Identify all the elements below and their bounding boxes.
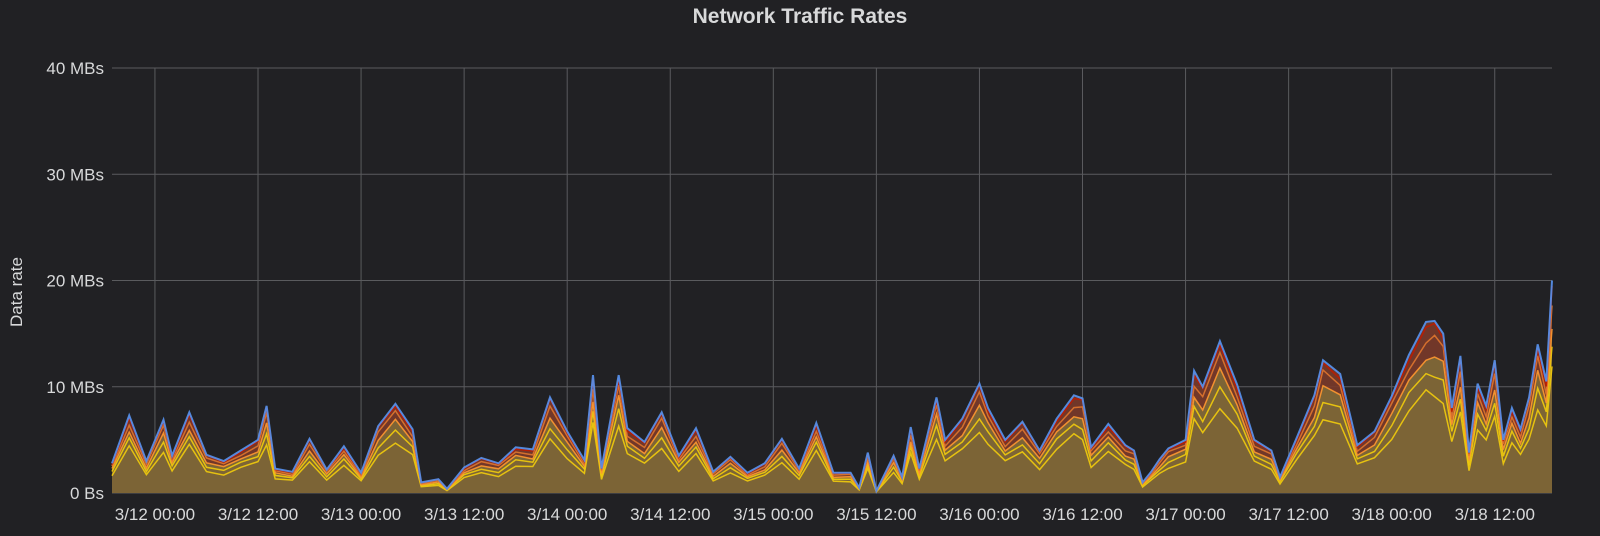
x-tick-label: 3/16 00:00 xyxy=(939,505,1019,524)
x-tick-label: 3/17 00:00 xyxy=(1145,505,1225,524)
x-tick-label: 3/14 12:00 xyxy=(630,505,710,524)
x-tick-label: 3/18 12:00 xyxy=(1455,505,1535,524)
series-line-1 xyxy=(111,366,1553,494)
x-tick-label: 3/13 12:00 xyxy=(424,505,504,524)
x-tick-label: 3/12 12:00 xyxy=(218,505,298,524)
x-tick-label: 3/16 12:00 xyxy=(1042,505,1122,524)
x-tick-label: 3/15 12:00 xyxy=(836,505,916,524)
y-tick-label: 0 Bs xyxy=(70,484,104,503)
y-tick-label: 20 MBs xyxy=(46,272,104,291)
y-tick-label: 10 MBs xyxy=(46,378,104,397)
x-tick-label: 3/12 00:00 xyxy=(115,505,195,524)
x-tick-label: 3/13 00:00 xyxy=(321,505,401,524)
area-lower-fill xyxy=(112,328,1552,493)
x-tick-label: 3/18 00:00 xyxy=(1352,505,1432,524)
x-tick-label: 3/15 00:00 xyxy=(733,505,813,524)
chart-title: Network Traffic Rates xyxy=(692,5,908,28)
y-tick-label: 40 MBs xyxy=(46,59,104,78)
series-line-6 xyxy=(111,280,1553,494)
x-tick-label: 3/17 12:00 xyxy=(1248,505,1328,524)
y-tick-label: 30 MBs xyxy=(46,165,104,184)
x-tick-label: 3/14 00:00 xyxy=(527,505,607,524)
